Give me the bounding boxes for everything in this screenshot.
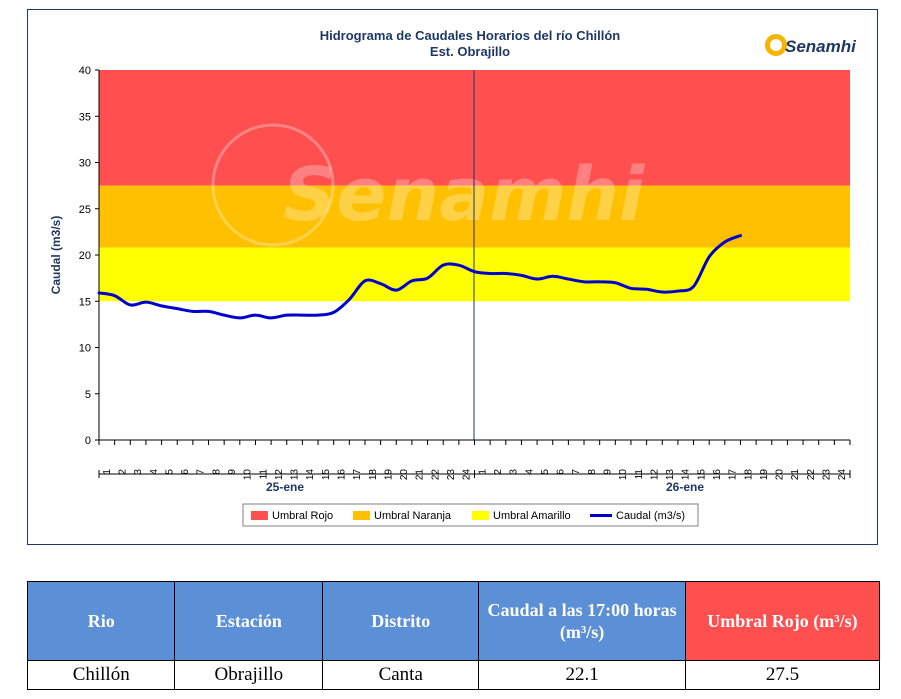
x-tick-label: 12 [649, 469, 660, 481]
watermark-text: Senamhi [283, 152, 646, 238]
legend-label-caudal: Caudal (m3/s) [616, 510, 685, 522]
series-line-caudal [97, 234, 742, 320]
x-tick-label: 9 [602, 469, 613, 475]
header-rio: Rio [26, 581, 176, 661]
cell-umbral-rojo: 27.5 [684, 660, 881, 690]
chart-title: Hidrograma de Caudales Horarios del río … [320, 28, 621, 43]
y-tick-label: 35 [79, 111, 91, 123]
chart-frame: Hidrograma de Caudales Horarios del río … [27, 9, 878, 545]
x-tick-label: 19 [383, 469, 394, 481]
table-header-row: Rio Estación Distrito Caudal a las 17:00… [26, 581, 881, 661]
y-tick-label: 10 [79, 343, 91, 355]
chart-axes [95, 69, 851, 478]
y-axis-label: Caudal (m3/s) [49, 216, 63, 295]
x-tick-label: 12 [274, 469, 285, 481]
x-tick-labels: 1 2 3 4 5 6 7 8 9 10 11 12 13 14 15 16 17 18 19 20 21 22 23 24 1… [102, 469, 848, 481]
chart-legend: Umbral Rojo Umbral Naranja Umbral Amaril… [242, 503, 699, 527]
x-tick-label: 4 [149, 469, 160, 475]
x-tick-label: 1 [102, 469, 113, 475]
legend-swatch-red [251, 511, 268, 520]
x-tick-label: 22 [430, 469, 441, 481]
x-tick-label: 24 [462, 469, 473, 481]
x-tick-label: 6 [180, 469, 191, 475]
x-tick-label: 2 [117, 469, 128, 475]
day-label-2: 26-ene [666, 480, 704, 494]
chart-subtitle: Est. Obrajillo [430, 44, 510, 59]
x-tick-label: 20 [775, 469, 786, 481]
x-tick-label: 10 [243, 469, 254, 481]
legend-swatch-orange [353, 511, 370, 520]
header-distrito: Distrito [322, 581, 480, 661]
y-tick-label: 0 [85, 435, 91, 447]
cell-estacion: Obrajillo [174, 660, 324, 690]
table-row: Chillón Obrajillo Canta 22.1 27.5 [26, 660, 881, 690]
x-tick-label: 9 [227, 469, 238, 475]
y-tick-label: 30 [79, 158, 91, 170]
y-tick-label: 25 [79, 204, 91, 216]
x-tick-label: 17 [728, 469, 739, 481]
x-tick-label: 7 [196, 469, 207, 475]
hydrograph-chart: Hidrograma de Caudales Horarios del río … [49, 28, 857, 527]
legend-label-red: Umbral Rojo [272, 510, 333, 522]
x-tick-label: 5 [540, 469, 551, 475]
x-tick-label: 13 [665, 469, 676, 481]
x-tick-label: 10 [618, 469, 629, 481]
x-tick-label: 3 [509, 469, 520, 475]
x-tick-label: 15 [321, 469, 332, 481]
x-tick-label: 6 [556, 469, 567, 475]
legend-label-orange: Umbral Naranja [374, 510, 452, 522]
senamhi-watermark: Senamhi [211, 123, 646, 247]
x-tick-label: 11 [258, 469, 269, 480]
x-tick-label: 8 [211, 469, 222, 475]
y-tick-label: 40 [79, 65, 91, 77]
cell-rio: Chillón [26, 660, 176, 690]
x-tick-label: 19 [759, 469, 770, 481]
x-tick-label: 11 [634, 469, 645, 480]
x-tick-label: 5 [164, 469, 175, 475]
header-umbral-rojo: Umbral Rojo (m³/s) [684, 581, 881, 661]
x-tick-label: 7 [571, 469, 582, 475]
x-tick-label: 18 [368, 469, 379, 481]
legend-box [242, 503, 699, 527]
x-tick-label: 22 [806, 469, 817, 481]
y-tick-labels: 0 5 10 15 20 25 30 35 40 [79, 65, 91, 447]
caudal-series [97, 234, 742, 320]
x-tick-label: 1 [477, 469, 488, 475]
x-tick-label: 20 [399, 469, 410, 481]
y-tick-label: 20 [79, 250, 91, 262]
y-tick-label: 5 [85, 389, 91, 401]
senamhi-logo: Senamhi [765, 34, 857, 56]
cell-distrito: Canta [322, 660, 480, 690]
x-tick-label: 23 [446, 469, 457, 481]
x-tick-label: 21 [415, 469, 426, 481]
legend-swatch-yellow [472, 511, 489, 520]
x-tick-label: 16 [712, 469, 723, 481]
y-tick-label: 15 [79, 296, 91, 308]
header-caudal: Caudal a las 17:00 horas (m³/s) [478, 581, 686, 661]
x-tick-label: 2 [493, 469, 504, 475]
x-tick-label: 17 [352, 469, 363, 481]
x-tick-label: 8 [587, 469, 598, 475]
x-tick-label: 21 [790, 469, 801, 481]
station-info-table: Rio Estación Distrito Caudal a las 17:00… [26, 581, 881, 690]
day-label-1: 25-ene [266, 480, 304, 494]
x-tick-label: 24 [837, 469, 848, 481]
legend-label-yellow: Umbral Amarillo [493, 510, 571, 522]
x-tick-label: 14 [305, 469, 316, 481]
x-tick-label: 13 [290, 469, 301, 481]
x-tick-label: 14 [681, 469, 692, 481]
cell-caudal: 22.1 [478, 660, 686, 690]
x-tick-label: 4 [524, 469, 535, 475]
header-estacion: Estación [174, 581, 324, 661]
x-tick-label: 16 [337, 469, 348, 481]
x-tick-label: 23 [822, 469, 833, 481]
x-tick-label: 3 [133, 469, 144, 475]
logo-text: Senamhi [785, 37, 857, 56]
x-tick-label: 18 [743, 469, 754, 481]
x-tick-label: 15 [696, 469, 707, 481]
